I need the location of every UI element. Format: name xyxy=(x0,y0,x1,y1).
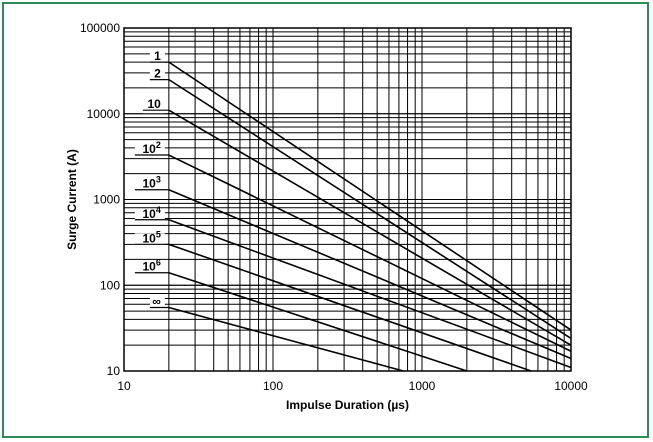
x-tick-label: 10 xyxy=(117,379,131,393)
y-tick-label: 100 xyxy=(100,278,120,292)
y-tick-label: 1000 xyxy=(93,193,120,207)
series-line xyxy=(168,188,572,360)
y-axis-title: Surge Current (A) xyxy=(65,149,79,250)
series-line xyxy=(168,78,572,340)
x-tick-label: 100 xyxy=(263,379,283,393)
series-line xyxy=(168,219,572,369)
series-line xyxy=(168,154,572,352)
y-tick-label: 10 xyxy=(107,364,121,378)
series-label: 2 xyxy=(154,67,161,81)
x-tick-label: 1000 xyxy=(409,379,436,393)
series-line xyxy=(168,243,532,372)
x-axis-ticks: 10 100 1000 10000 xyxy=(117,379,588,393)
series-line xyxy=(168,61,572,331)
series-lines xyxy=(168,61,572,372)
y-tick-label: 10000 xyxy=(87,107,121,121)
series-line xyxy=(168,109,572,346)
plot-border xyxy=(123,27,572,372)
x-tick-label: 10000 xyxy=(554,379,588,393)
series-label: 10 xyxy=(147,97,161,111)
y-tick-label: 100000 xyxy=(80,21,120,35)
series-label: 1 xyxy=(154,49,161,63)
series-label: ∞ xyxy=(152,295,161,309)
series-line xyxy=(168,271,468,372)
series-line xyxy=(168,306,404,372)
chart-frame: 1 2 10 102 103 104 105 106 ∞ 10 100 1000 10000 10 10… xyxy=(2,2,649,438)
plot-area-border xyxy=(123,27,572,372)
y-axis-ticks: 10 100 1000 10000 100000 xyxy=(80,21,120,378)
x-axis-title: Impulse Duration (µs) xyxy=(286,398,409,412)
